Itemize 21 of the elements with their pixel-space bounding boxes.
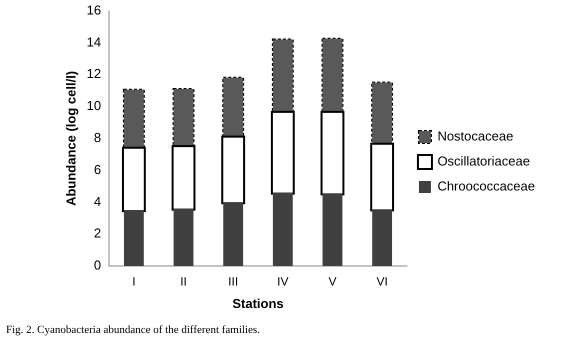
y-tick-label: 16 <box>86 2 102 18</box>
x-tick-label: V <box>328 274 336 289</box>
y-tick-label: 12 <box>86 66 102 82</box>
x-tick-label: III <box>228 274 238 289</box>
y-tick-label: 8 <box>94 130 102 145</box>
legend-label: Nostocaceae <box>437 128 514 144</box>
y-axis-title: Abundance (log cell/l) <box>63 70 78 206</box>
x-tick-label: IV <box>277 274 288 289</box>
x-tick-label: I <box>132 274 136 289</box>
legend-label: Oscillatoriaceae <box>437 154 530 169</box>
y-tick-label: 10 <box>86 98 102 114</box>
legend-label: Chroococcaceae <box>437 178 536 194</box>
x-tick-label: VI <box>376 274 388 289</box>
y-tick-label: 0 <box>94 258 102 273</box>
x-axis-title: Stations <box>232 296 284 311</box>
y-tick-label: 14 <box>86 34 102 50</box>
y-tick-label: 4 <box>94 194 102 209</box>
y-tick-label: 6 <box>94 162 102 177</box>
x-tick-label: II <box>180 274 187 289</box>
y-tick-label: 2 <box>94 226 102 241</box>
caption: Fig. 2. Cyanobacteria abundance of the different families. <box>6 324 261 336</box>
